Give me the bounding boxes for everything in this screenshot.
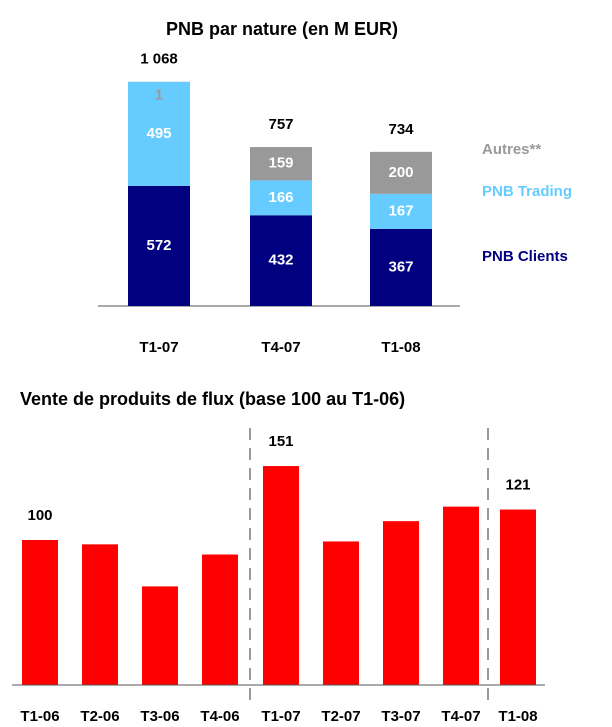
bar <box>383 521 419 685</box>
bar <box>82 544 118 685</box>
legend-entry: PNB Trading <box>482 183 572 200</box>
bar-segment <box>250 215 312 306</box>
bar <box>323 541 359 685</box>
data-label: 367 <box>388 258 413 275</box>
data-label: 151 <box>268 433 293 450</box>
x-tick-label: T4-06 <box>200 708 239 725</box>
bar <box>500 509 536 685</box>
bar-segment <box>370 151 432 194</box>
x-tick-label: T1-07 <box>139 339 178 356</box>
x-tick-label: T4-07 <box>261 339 300 356</box>
data-label: 432 <box>268 252 293 269</box>
chart-title: PNB par nature (en M EUR) <box>166 19 398 39</box>
bar-segment <box>370 193 432 229</box>
data-label: 121 <box>505 477 530 494</box>
data-label: 100 <box>27 507 52 524</box>
total-label: 757 <box>268 116 293 133</box>
x-tick-label: T3-06 <box>140 708 179 725</box>
x-tick-label: T1-08 <box>381 339 420 356</box>
bar <box>22 540 58 685</box>
legend-entry: Autres** <box>482 141 541 158</box>
bar <box>443 506 479 685</box>
total-label: 734 <box>388 121 414 138</box>
bar-segment <box>250 147 312 181</box>
data-label: 166 <box>268 189 293 206</box>
x-tick-label: T1-08 <box>498 708 537 725</box>
data-label: 159 <box>268 155 293 172</box>
x-tick-label: T3-07 <box>381 708 420 725</box>
legend-entry: PNB Clients <box>482 248 568 265</box>
x-tick-label: T2-07 <box>321 708 360 725</box>
data-label: 200 <box>388 164 413 181</box>
total-label: 1 068 <box>140 51 178 68</box>
data-label: 167 <box>388 202 413 219</box>
bar-segment <box>370 228 432 306</box>
data-label: 495 <box>146 125 171 142</box>
chart-title: Vente de produits de flux (base 100 au T… <box>20 389 405 409</box>
bar <box>142 586 178 685</box>
bar-segment <box>250 180 312 216</box>
x-tick-label: T2-06 <box>80 708 119 725</box>
bar-segment <box>128 81 190 186</box>
x-tick-label: T4-07 <box>441 708 480 725</box>
data-label: 1 <box>155 87 163 104</box>
data-label: 572 <box>146 237 171 254</box>
bar <box>202 554 238 685</box>
x-tick-label: T1-07 <box>261 708 300 725</box>
bar-segment <box>128 185 190 306</box>
x-tick-label: T1-06 <box>20 708 59 725</box>
bar <box>263 466 299 685</box>
